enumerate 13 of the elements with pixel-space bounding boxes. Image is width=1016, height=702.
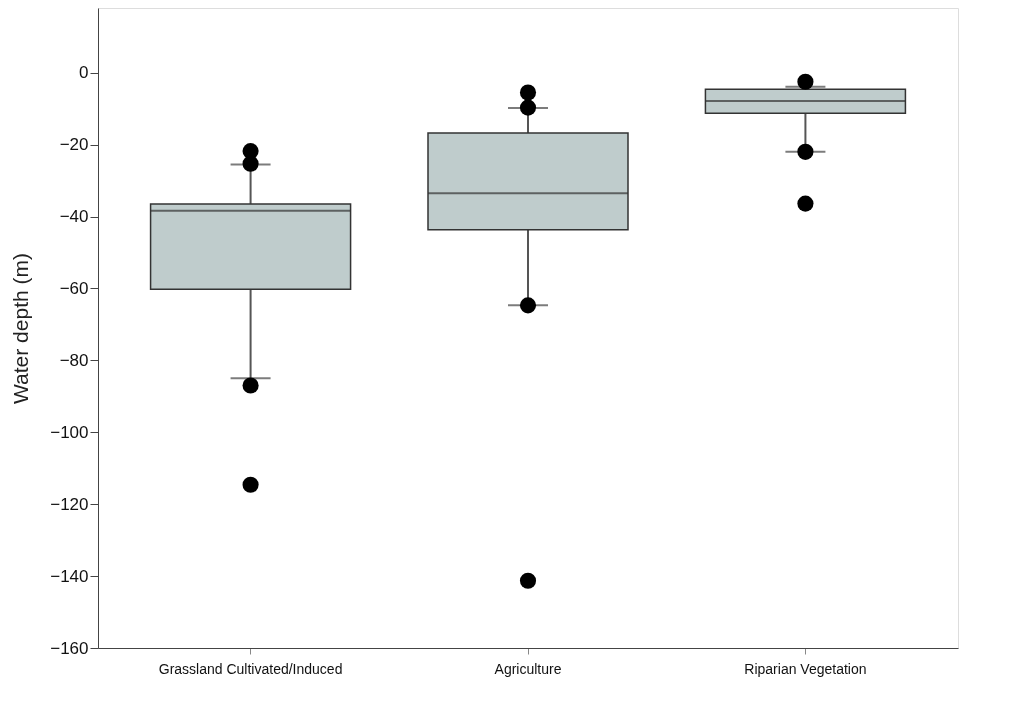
- y-tick-label: −20: [59, 135, 89, 155]
- x-tick-label: Grassland Cultivated/Induced: [158, 660, 343, 677]
- x-tick-label: Agriculture: [494, 660, 562, 677]
- y-tick-label: −60: [59, 278, 89, 298]
- y-tick-label: −40: [59, 207, 89, 227]
- y-tick-label: 0: [79, 63, 89, 83]
- y-tick-label: −120: [50, 494, 89, 514]
- x-tick-label: Riparian Vegetation: [744, 660, 867, 677]
- y-tick-label: −160: [50, 638, 89, 658]
- y-axis-title: Water depth (m): [9, 253, 33, 404]
- y-tick-label: −80: [59, 350, 89, 370]
- y-tick-label: −140: [50, 566, 89, 586]
- y-tick-label: −100: [50, 422, 89, 442]
